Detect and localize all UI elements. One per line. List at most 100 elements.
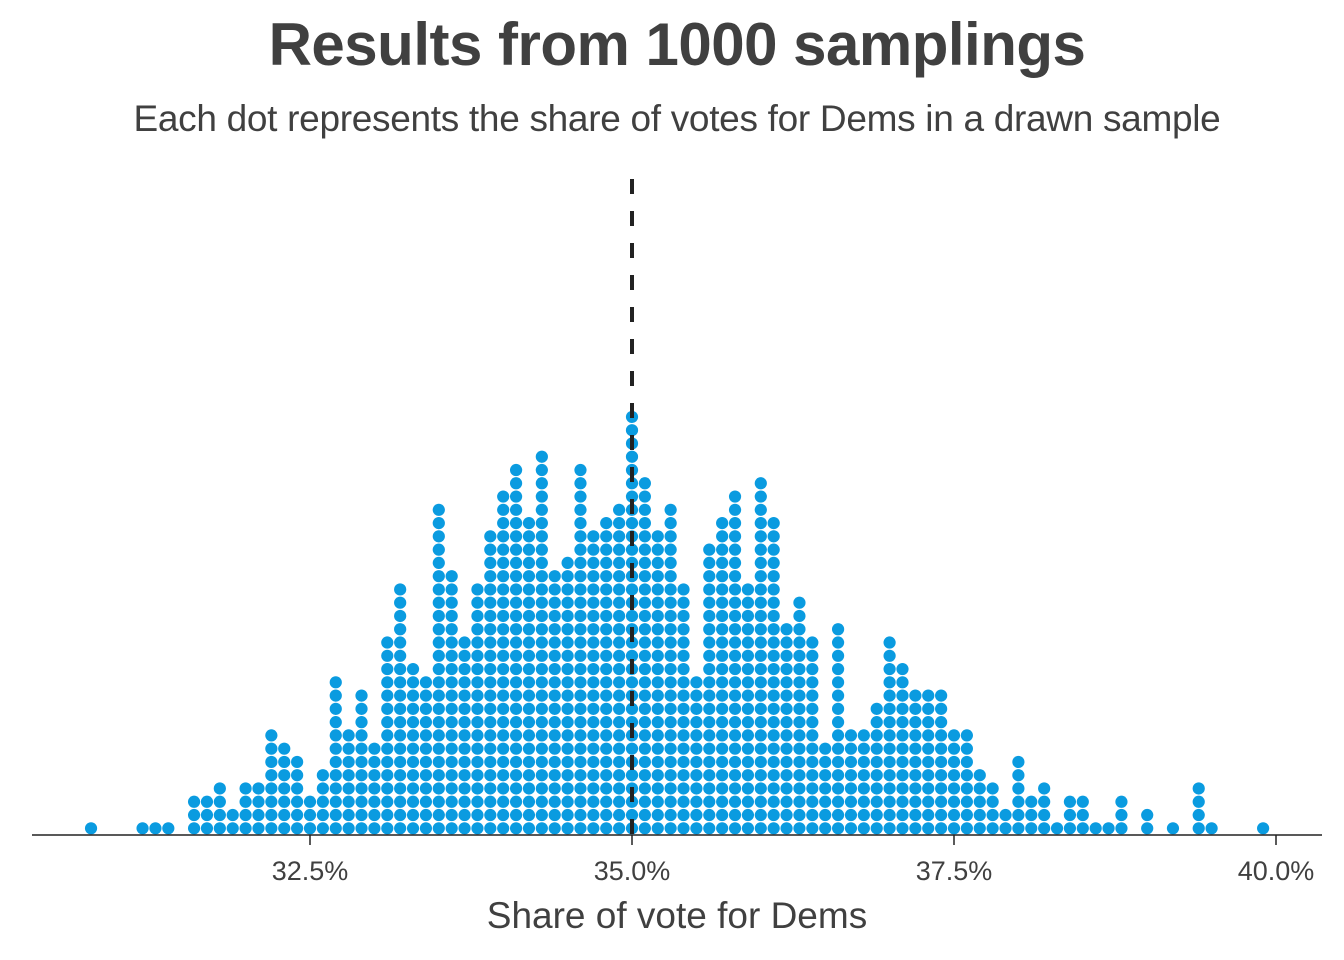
- data-dot: [535, 503, 548, 516]
- data-dot: [703, 822, 716, 835]
- data-dot: [625, 543, 639, 556]
- data-dot: [1205, 822, 1218, 835]
- data-dot: [509, 755, 523, 769]
- data-dot: [278, 808, 291, 822]
- data-dot: [316, 795, 329, 808]
- data-dot: [754, 808, 767, 822]
- data-dot: [522, 729, 536, 742]
- data-dot: [419, 742, 433, 755]
- data-dot: [922, 689, 935, 702]
- data-dot: [677, 742, 690, 755]
- data-dot: [484, 676, 497, 689]
- data-dot: [857, 755, 870, 769]
- data-dot: [664, 556, 677, 570]
- data-dot: [947, 755, 961, 769]
- data-dot: [419, 716, 433, 729]
- data-dot: [677, 795, 690, 808]
- data-dot: [703, 543, 716, 556]
- data-dot: [767, 782, 780, 795]
- data-dot: [664, 530, 677, 543]
- data-dot: [548, 662, 561, 676]
- data-dot: [716, 769, 729, 782]
- data-dot: [947, 729, 961, 742]
- data-dot: [625, 636, 639, 649]
- data-dot: [368, 755, 381, 769]
- data-dot: [664, 570, 677, 583]
- data-dot: [780, 716, 793, 729]
- data-dot: [419, 755, 433, 769]
- data-dot: [471, 609, 484, 623]
- data-dot: [935, 782, 948, 795]
- data-dot: [754, 516, 767, 530]
- data-dot: [432, 662, 445, 676]
- data-dot: [651, 782, 664, 795]
- data-dot: [548, 583, 561, 596]
- data-dot: [458, 808, 471, 822]
- data-dot: [600, 530, 613, 543]
- data-dot: [471, 596, 484, 609]
- data-dot: [561, 742, 574, 755]
- data-dot: [342, 795, 355, 808]
- data-dot: [716, 543, 729, 556]
- data-dot: [265, 782, 278, 795]
- data-dot: [613, 742, 626, 755]
- data-dot: [664, 755, 677, 769]
- data-dot: [703, 583, 716, 596]
- data-dot: [432, 702, 445, 715]
- data-dot: [574, 463, 587, 477]
- data-dot: [844, 808, 858, 822]
- data-dot: [1038, 822, 1051, 835]
- data-dot: [780, 822, 793, 835]
- data-dot: [587, 623, 600, 636]
- data-dot: [754, 543, 767, 556]
- data-dot: [831, 822, 845, 835]
- data-dot: [509, 636, 523, 649]
- data-dot: [394, 729, 407, 742]
- data-dot: [716, 676, 729, 689]
- data-dot: [509, 716, 523, 729]
- data-dot: [484, 609, 497, 623]
- data-dot: [728, 662, 742, 676]
- data-dot: [883, 795, 896, 808]
- data-dot: [664, 516, 677, 530]
- data-dot: [316, 822, 329, 835]
- data-dot: [497, 662, 510, 676]
- data-dot: [613, 503, 626, 516]
- data-dot: [870, 729, 883, 742]
- data-dot: [960, 742, 973, 755]
- data-dot: [703, 623, 716, 636]
- data-dot: [857, 808, 870, 822]
- data-dot: [947, 782, 961, 795]
- data-dot: [728, 556, 742, 570]
- data-dot: [561, 570, 574, 583]
- data-dot: [471, 689, 484, 702]
- data-dot: [1192, 782, 1205, 795]
- data-dot: [561, 636, 574, 649]
- data-dot: [625, 609, 639, 623]
- data-dot: [587, 795, 600, 808]
- data-dot: [883, 822, 896, 835]
- data-dot: [561, 689, 574, 702]
- data-dot: [947, 742, 961, 755]
- data-dot: [793, 742, 806, 755]
- data-dot: [509, 649, 523, 662]
- data-dot: [716, 808, 729, 822]
- data-dot: [535, 782, 548, 795]
- data-dot: [625, 556, 639, 570]
- data-dot: [355, 782, 368, 795]
- data-dot: [561, 808, 574, 822]
- data-dot: [535, 477, 548, 490]
- data-dot: [136, 822, 149, 835]
- data-dot: [857, 822, 870, 835]
- data-dot: [831, 808, 845, 822]
- data-dot: [780, 689, 793, 702]
- data-dot: [767, 609, 780, 623]
- data-dot: [806, 822, 819, 835]
- data-dot: [625, 477, 639, 490]
- data-dot: [522, 623, 536, 636]
- data-dot: [677, 676, 690, 689]
- data-dot: [509, 769, 523, 782]
- data-dot: [1192, 795, 1205, 808]
- data-dot: [613, 729, 626, 742]
- data-dot: [754, 636, 767, 649]
